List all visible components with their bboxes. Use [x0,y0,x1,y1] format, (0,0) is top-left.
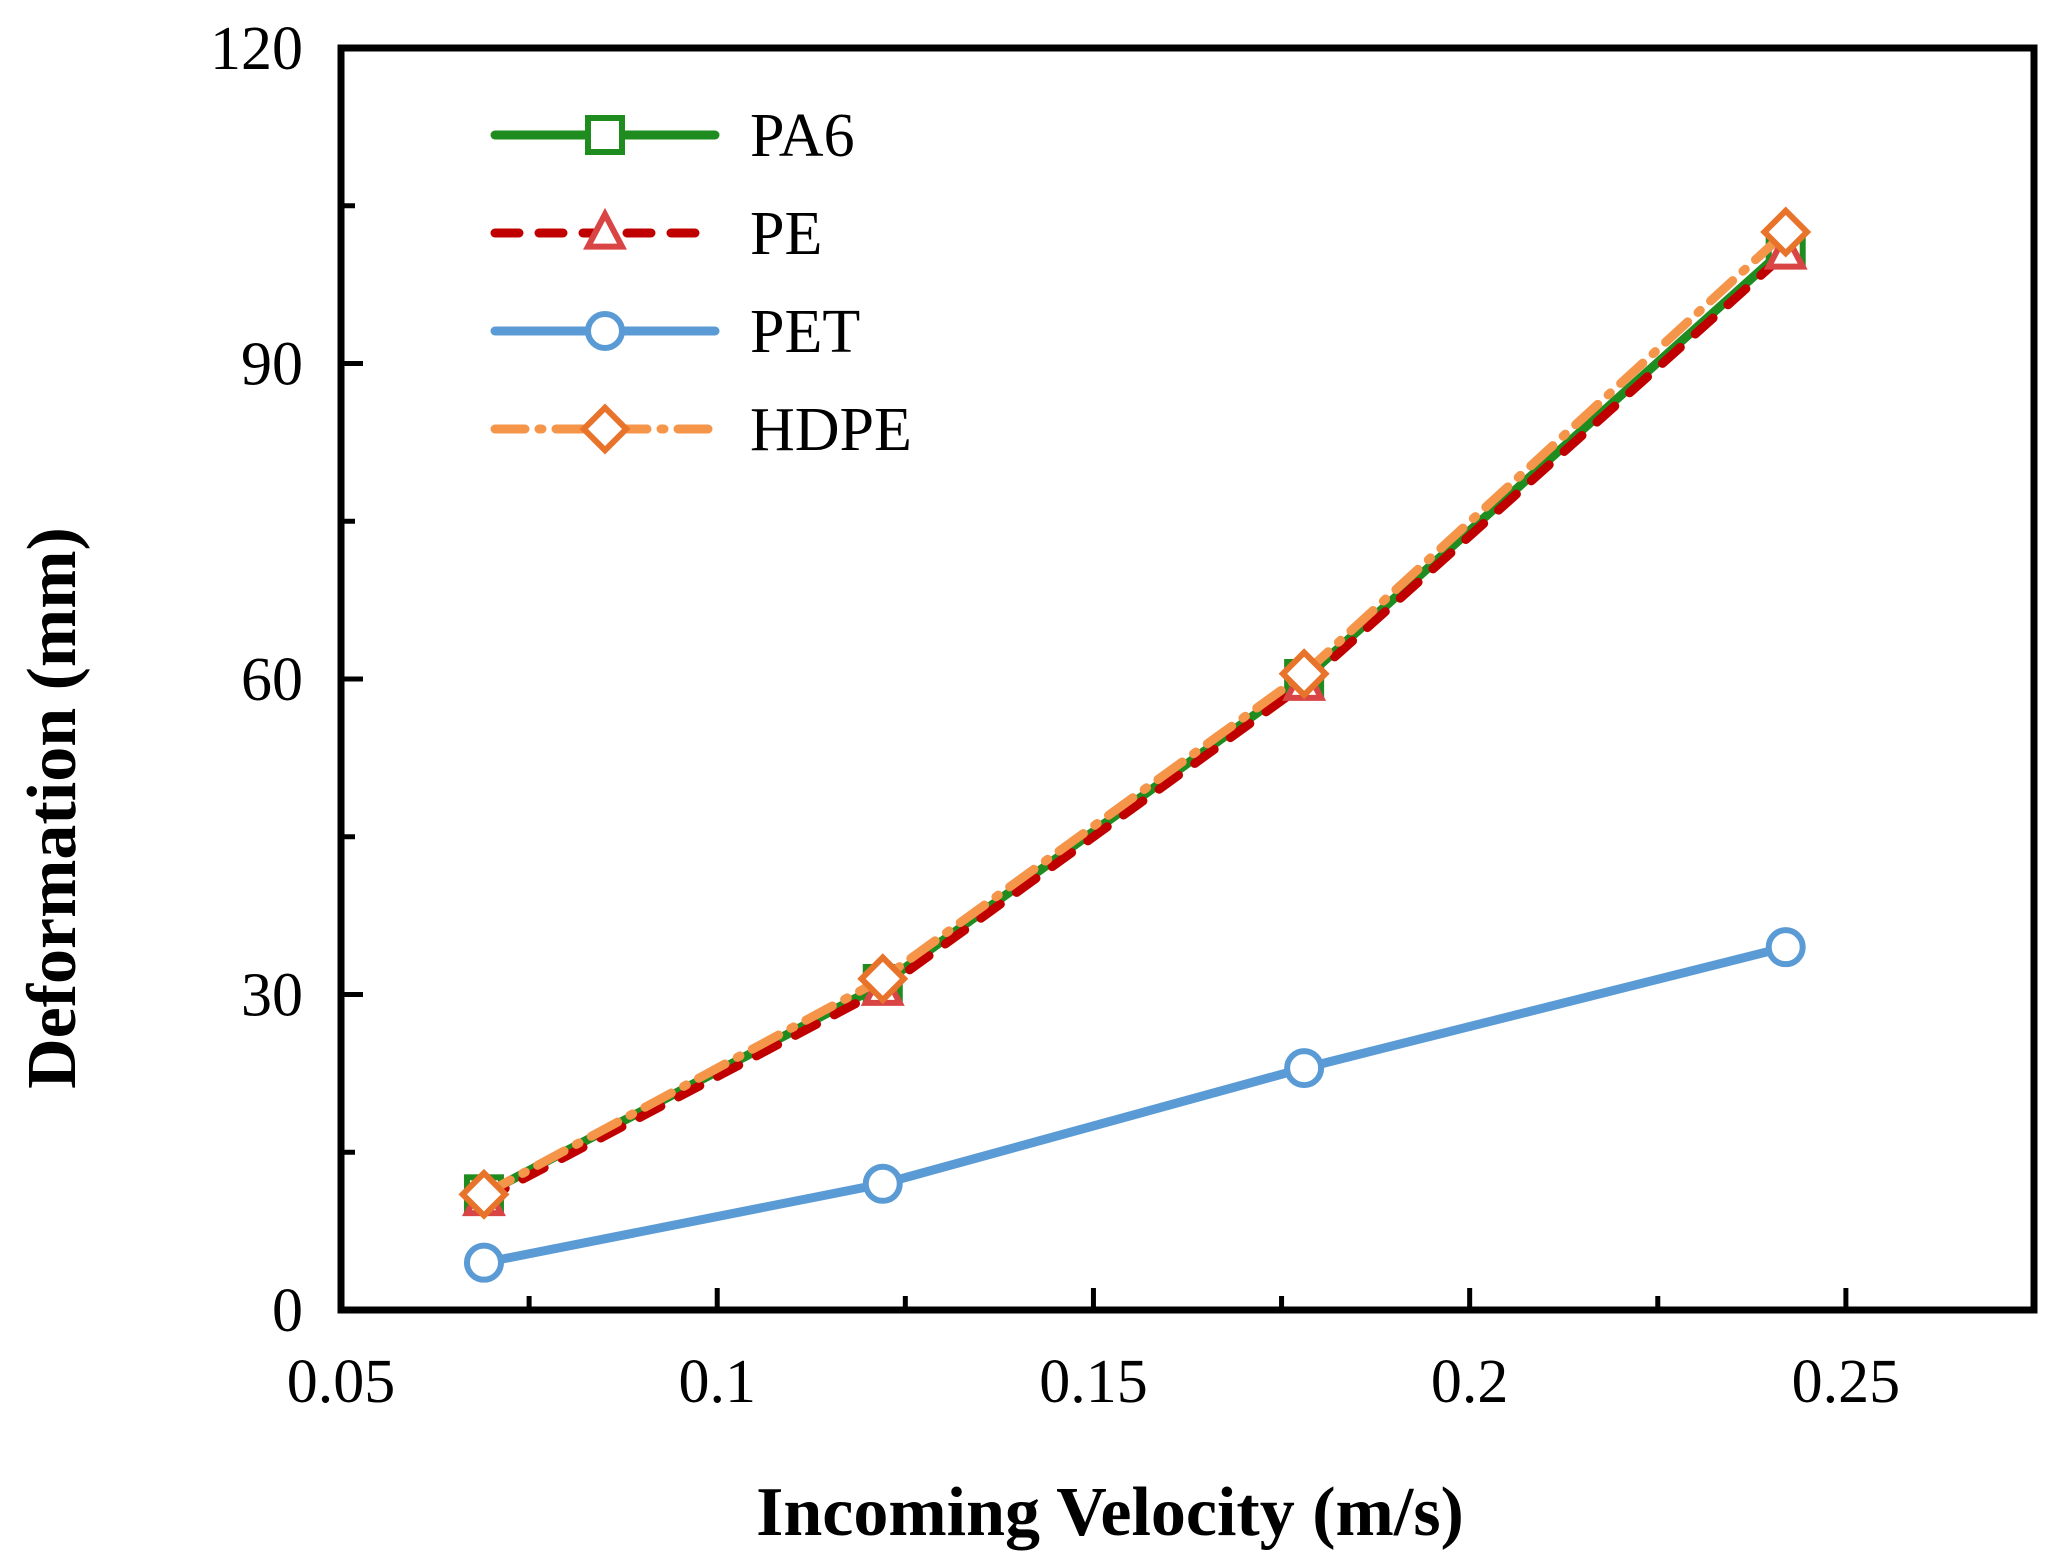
x-axis-title: Incoming Velocity (m/s) [756,1474,1464,1551]
x-tick-label: 0.05 [287,1348,396,1416]
tick-labels-layer: 0.05 0.1 0.15 0.2 0.25 0 30 60 90 120 [210,15,1900,1416]
series-line-pe [479,248,1791,1205]
y-tick-label: 120 [210,15,303,83]
legend-item-pa6: PA6 [490,102,855,170]
series-line-pet [479,942,1791,1268]
data-point-pet [1284,1048,1325,1089]
series-layer [458,206,1812,1283]
x-tick-label: 0.25 [1792,1348,1901,1416]
y-axis-title: Deformation (mm) [14,527,91,1089]
series-pa6 [463,227,1806,1215]
x-tick-label: 0.2 [1431,1348,1509,1416]
x-tick-label: 0.15 [1039,1348,1148,1416]
legend-marker-pet [585,311,625,351]
data-point-hdpe [1760,206,1812,258]
data-point-hdpe [1278,648,1330,700]
data-point-hdpe [857,953,909,1005]
series-pe [461,227,1808,1217]
legend-item-pe: PE [490,200,822,268]
legend-item-pet: PET [490,298,860,366]
legend-label-pa6: PA6 [750,102,855,170]
legend: PA6 PE PET HDPE [490,102,912,464]
y-tick-label: 30 [241,962,303,1030]
data-point-pet [1765,927,1806,968]
data-point-hdpe [458,1168,510,1220]
series-line-pa6 [479,243,1791,1199]
data-point-pet [862,1163,903,1204]
legend-marker-pe [583,207,627,250]
data-point-pet [463,1242,504,1283]
series-pet [463,927,1806,1283]
legend-marker-hdpe [579,403,631,455]
y-tick-label: 0 [272,1277,303,1345]
legend-label-hdpe: HDPE [750,396,912,464]
legend-label-pe: PE [750,200,822,268]
y-tick-label: 60 [241,646,303,714]
x-tick-label: 0.1 [678,1348,756,1416]
series-line-hdpe [479,227,1791,1199]
legend-marker-pa6 [585,115,625,155]
y-tick-label: 90 [241,331,303,399]
series-hdpe [458,206,1812,1220]
ticks-layer [341,203,1849,1310]
legend-item-hdpe: HDPE [490,396,912,464]
legend-label-pet: PET [750,298,860,366]
